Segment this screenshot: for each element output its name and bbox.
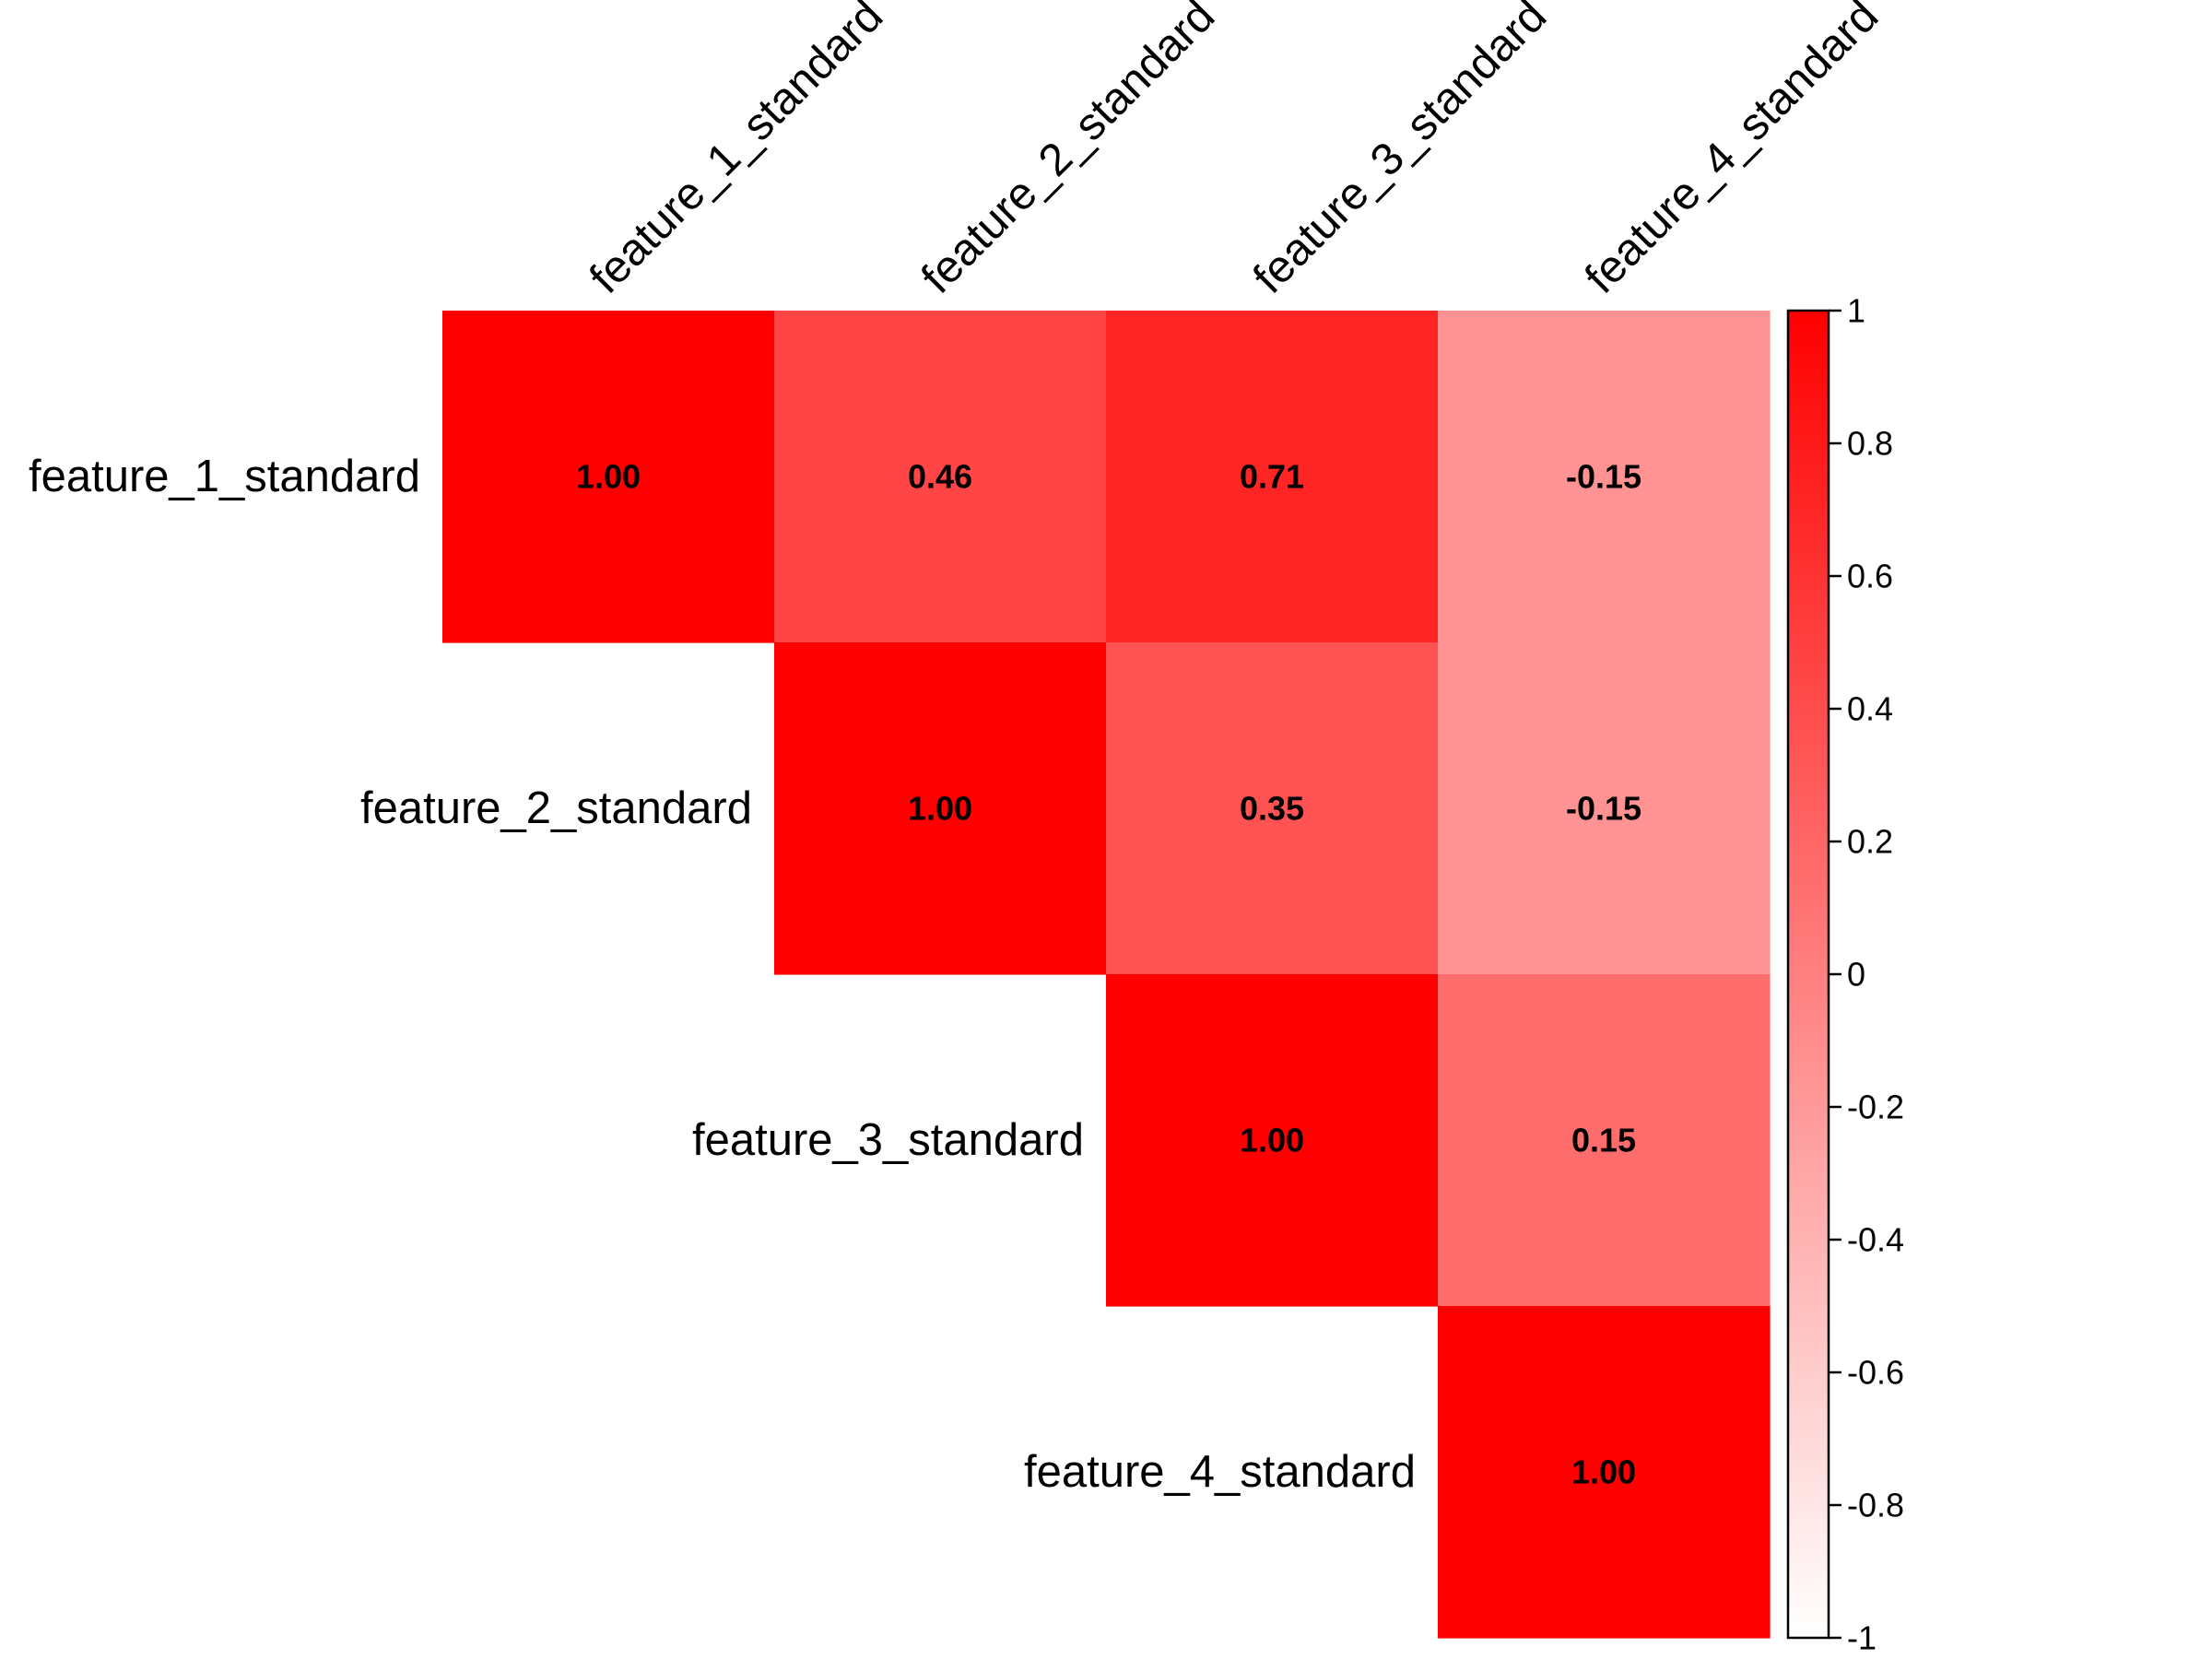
colorbar-tick-label: 0.8 bbox=[1847, 425, 1893, 463]
colorbar-gradient bbox=[1786, 309, 1830, 1640]
cell-value-label: 1.00 bbox=[1240, 1122, 1304, 1159]
heatmap-cell bbox=[1438, 311, 1771, 643]
row-label: feature_3_standard bbox=[692, 1115, 1084, 1165]
colorbar-tick-label: 0.2 bbox=[1847, 823, 1893, 861]
column-label: feature_4_standard bbox=[1576, 0, 1888, 303]
colorbar-tick-label: -0.2 bbox=[1847, 1088, 1904, 1126]
heatmap-cell bbox=[442, 311, 775, 643]
colorbar-tick-label: 0.4 bbox=[1847, 690, 1893, 728]
heatmap-cell bbox=[1438, 974, 1771, 1307]
heatmap-cell bbox=[1438, 642, 1771, 975]
cell-value-label: 0.71 bbox=[1240, 458, 1304, 496]
row-label: feature_4_standard bbox=[1024, 1447, 1416, 1497]
heatmap-cell bbox=[1106, 974, 1439, 1307]
colorbar-tick-label: 0.6 bbox=[1847, 558, 1893, 595]
column-label: feature_1_standard bbox=[581, 0, 893, 303]
column-labels: feature_1_standard feature_2_standard feat… bbox=[581, 0, 1888, 303]
cell-value-label: 0.15 bbox=[1571, 1122, 1636, 1159]
row-label: feature_1_standard bbox=[29, 452, 420, 501]
colorbar-tick-label: 1 bbox=[1847, 292, 1865, 330]
cell-value-label: 0.35 bbox=[1240, 790, 1304, 828]
cell-value-label: -0.15 bbox=[1566, 790, 1641, 828]
heatmap-cells bbox=[442, 311, 1771, 1639]
cell-value-label: -0.15 bbox=[1566, 458, 1641, 496]
cell-value-label: 1.00 bbox=[576, 458, 641, 496]
colorbar-tick-label: -0.4 bbox=[1847, 1221, 1904, 1259]
heatmap-cell bbox=[1106, 642, 1439, 975]
row-label: feature_2_standard bbox=[360, 783, 752, 833]
cell-value-label: 0.46 bbox=[908, 458, 972, 496]
colorbar-tick-label: -1 bbox=[1847, 1619, 1877, 1657]
colorbar-tick-label: -0.6 bbox=[1847, 1354, 1904, 1392]
heatmap-cell bbox=[774, 642, 1107, 975]
heatmap-cell bbox=[774, 311, 1107, 643]
colorbar-ticks: 1 0.8 0.6 0.4 0.2 0 -0.2 -0.4 -0.6 -0.8 -1 bbox=[1829, 292, 1904, 1657]
column-label: feature_3_standard bbox=[1244, 0, 1557, 303]
heatmap-cell bbox=[1438, 1306, 1771, 1639]
colorbar: 1 0.8 0.6 0.4 0.2 0 -0.2 -0.4 -0.6 -0.8 -1 bbox=[1786, 292, 1904, 1657]
row-labels: feature_1_standard feature_2_standardfeat… bbox=[29, 452, 1416, 1497]
cell-value-label: 1.00 bbox=[1571, 1453, 1636, 1491]
colorbar-tick-label: -0.8 bbox=[1847, 1487, 1904, 1524]
column-label: feature_2_standard bbox=[912, 0, 1225, 303]
heatmap-cell-labels: 1.00 0.46 0.71 -0.15 1.00 0.35 -0.15 1.00 0.15 1.… bbox=[576, 458, 1641, 1491]
cell-value-label: 1.00 bbox=[908, 790, 972, 828]
heatmap-cell bbox=[1106, 311, 1439, 643]
colorbar-tick-label: 0 bbox=[1847, 956, 1865, 994]
